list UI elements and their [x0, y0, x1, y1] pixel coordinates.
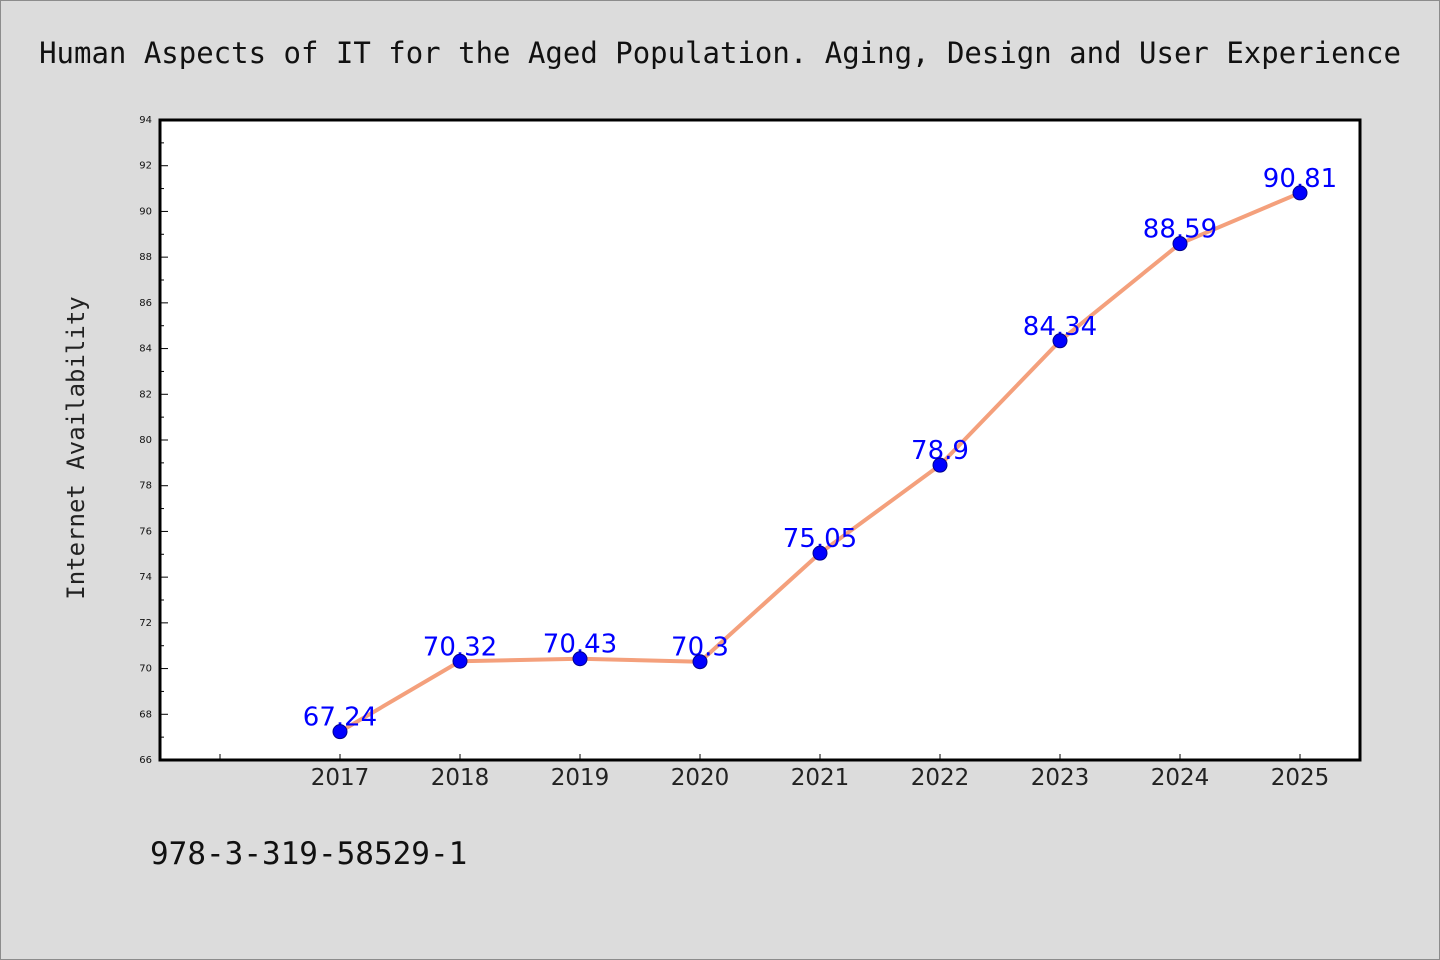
y-tick-label: 94 [139, 115, 152, 126]
y-tick-label: 74 [139, 572, 152, 583]
x-tick-label: 2022 [911, 765, 970, 791]
y-tick-label: 78 [139, 481, 152, 492]
y-tick-label: 72 [139, 618, 152, 629]
x-tick-label: 2025 [1271, 765, 1330, 791]
y-tick-label: 76 [139, 526, 152, 537]
isbn-text: 978-3-319-58529-1 [150, 836, 467, 872]
data-point [1292, 185, 1308, 201]
y-axis: 66 68 70 72 74 76 78 80 82 84 86 88 90 92 94 [139, 115, 168, 766]
data-point [812, 545, 828, 561]
y-tick-label: 90 [139, 206, 152, 217]
y-tick-label: 66 [139, 755, 152, 766]
data-point [692, 654, 708, 670]
y-tick-label: 92 [139, 161, 152, 172]
y-axis-label: Internet Availability [62, 296, 90, 599]
data-point [572, 651, 588, 667]
x-tick-label: 2019 [551, 765, 610, 791]
y-tick-label: 68 [139, 709, 152, 720]
data-point [452, 653, 468, 669]
y-tick-label: 84 [139, 344, 152, 355]
x-tick-label: 2024 [1151, 765, 1210, 791]
y-tick-label: 70 [139, 664, 152, 675]
x-tick-label: 2023 [1031, 765, 1090, 791]
x-tick-label: 2020 [671, 765, 730, 791]
data-point [1172, 236, 1188, 252]
chart-title: Human Aspects of IT for the Aged Populat… [39, 36, 1401, 70]
y-tick-label: 82 [139, 389, 152, 400]
y-tick-label: 80 [139, 435, 152, 446]
plot-area [158, 118, 1362, 762]
x-tick-label: 2021 [791, 765, 850, 791]
data-point [932, 457, 948, 473]
y-tick-label: 86 [139, 298, 152, 309]
x-tick-label: 2017 [311, 765, 370, 791]
y-tick-label: 88 [139, 252, 152, 263]
data-point [332, 724, 348, 740]
x-axis: 2017 2018 2019 2020 2021 2022 2023 2024 2025 [219, 754, 1330, 791]
x-tick-label: 2018 [431, 765, 490, 791]
data-point [1052, 333, 1068, 349]
